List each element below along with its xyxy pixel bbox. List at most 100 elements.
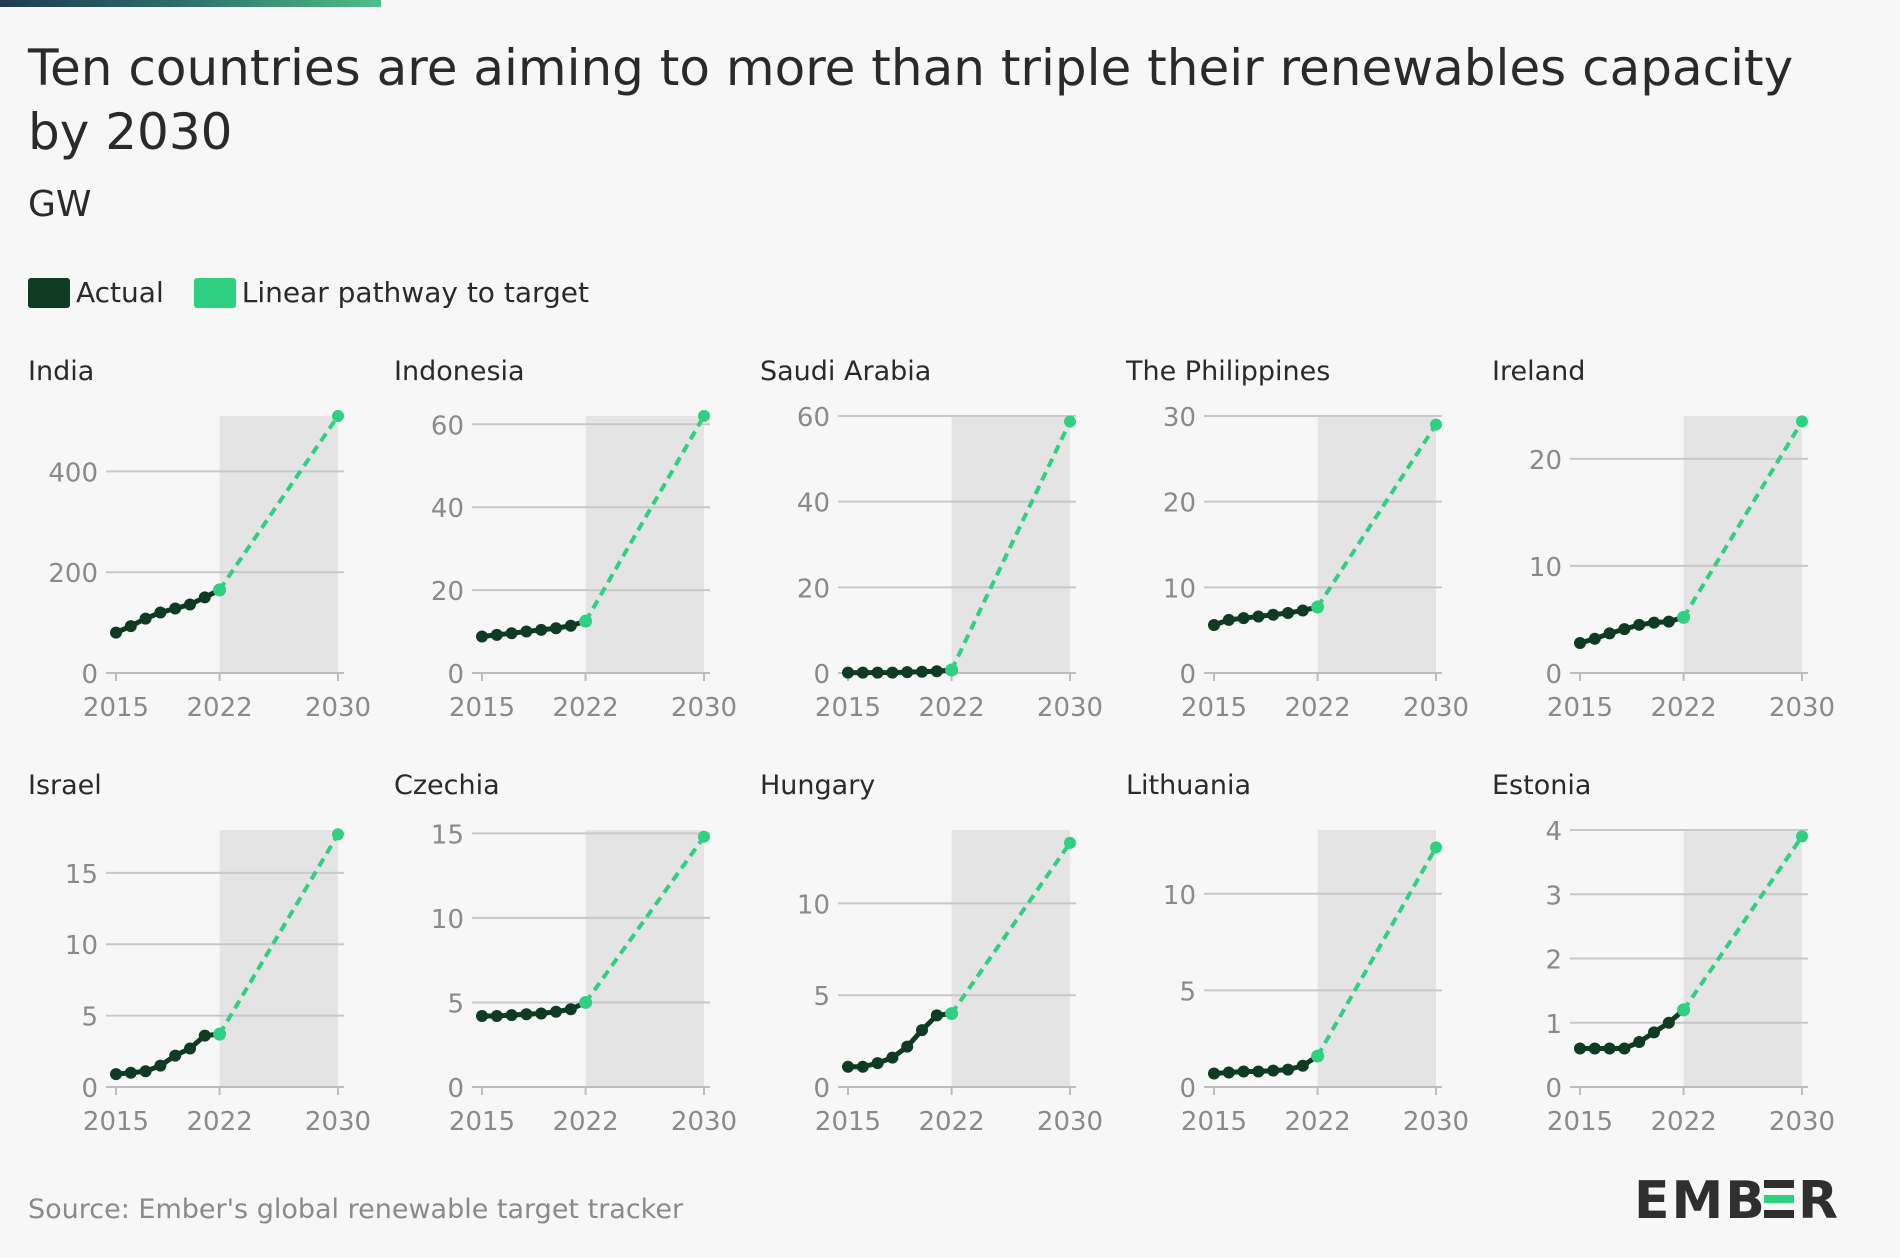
x-tick-label-the-philippines: 2030 <box>1403 693 1469 723</box>
svg-text:EMB: EMB <box>1634 1172 1767 1224</box>
target-period-shade-israel <box>219 830 338 1087</box>
y-tick-label-the-philippines: 20 <box>1163 489 1196 519</box>
y-tick-label-czechia: 10 <box>431 905 464 935</box>
y-tick-label-saudi-arabia: 20 <box>797 574 830 604</box>
actual-point-indonesia <box>564 619 577 632</box>
actual-point-hungary <box>842 1060 854 1073</box>
target-period-shade-czechia <box>585 830 704 1087</box>
pathway-start-point-israel <box>213 1027 227 1041</box>
target-point-lithuania <box>1430 841 1442 854</box>
ember-logo: EMB R <box>1634 1172 1838 1224</box>
actual-point-saudi-arabia <box>930 665 943 678</box>
y-tick-label-hungary: 10 <box>797 890 830 920</box>
y-tick-label-czechia: 0 <box>447 1074 464 1104</box>
top-accent-bar <box>0 0 381 7</box>
actual-point-the-philippines <box>1282 607 1294 620</box>
actual-point-czechia <box>505 1009 518 1022</box>
actual-point-israel <box>184 1042 196 1055</box>
x-tick-label-israel: 2015 <box>83 1107 149 1137</box>
y-tick-label-indonesia: 20 <box>431 577 464 607</box>
actual-point-ireland <box>1633 618 1646 631</box>
pathway-line-hungary <box>949 841 1072 1015</box>
y-tick-label-israel: 0 <box>81 1074 98 1104</box>
actual-point-czechia <box>564 1003 577 1016</box>
actual-point-lithuania <box>1282 1063 1294 1076</box>
pathway-start-point-indonesia <box>579 614 593 628</box>
y-tick-label-the-philippines: 10 <box>1163 574 1196 604</box>
actual-point-hungary <box>930 1009 943 1022</box>
actual-point-lithuania <box>1267 1064 1280 1077</box>
actual-point-india <box>124 620 137 633</box>
source-note: Source: Ember's global renewable target … <box>28 1194 684 1225</box>
pathway-start-point-lithuania <box>1311 1049 1325 1063</box>
y-tick-label-czechia: 5 <box>447 989 464 1019</box>
actual-point-ireland <box>1603 627 1616 640</box>
x-tick-label-hungary: 2022 <box>919 1107 985 1137</box>
actual-point-india <box>110 626 122 639</box>
pathway-line-saudi-arabia <box>949 420 1072 671</box>
target-point-estonia <box>1796 830 1808 843</box>
legend-swatch-pathway <box>193 277 236 308</box>
actual-point-ireland <box>1662 615 1675 628</box>
actual-point-israel <box>169 1049 182 1062</box>
x-tick-label-czechia: 2030 <box>671 1107 737 1137</box>
x-tick-label-hungary: 2030 <box>1037 1107 1103 1137</box>
panel-estonia: Estonia 0 1 2 3 4 2015 2022 2030 <box>1492 770 1835 1137</box>
panel-ireland: Ireland 0 10 20 2015 2022 2030 <box>1492 356 1835 723</box>
actual-point-lithuania <box>1252 1065 1265 1078</box>
target-point-israel <box>332 828 344 841</box>
actual-point-ireland <box>1588 632 1601 645</box>
actual-point-saudi-arabia <box>901 666 914 679</box>
panel-title-the-philippines: The Philippines <box>1125 356 1330 387</box>
actual-point-indonesia <box>476 630 488 643</box>
actual-point-czechia <box>535 1007 548 1020</box>
y-tick-label-estonia: 3 <box>1545 881 1562 911</box>
legend-item-pathway: Linear pathway to target <box>193 276 589 309</box>
pathway-start-point-estonia <box>1677 1003 1691 1017</box>
actual-point-lithuania <box>1222 1066 1235 1079</box>
actual-point-israel <box>110 1068 122 1081</box>
y-tick-label-india: 400 <box>48 458 98 488</box>
y-tick-label-estonia: 2 <box>1545 946 1562 976</box>
actual-point-the-philippines <box>1237 612 1250 625</box>
y-tick-label-estonia: 4 <box>1545 817 1562 847</box>
x-tick-label-estonia: 2030 <box>1769 1107 1835 1137</box>
panel-india: India 0 200 400 2015 2022 2030 <box>28 356 371 723</box>
actual-point-czechia <box>550 1005 562 1018</box>
panel-israel: Israel 0 5 10 15 2015 2022 2030 <box>28 770 371 1137</box>
y-tick-label-indonesia: 40 <box>431 494 464 524</box>
actual-point-estonia <box>1588 1042 1601 1055</box>
chart-subtitle: GW <box>28 184 92 225</box>
y-tick-label-indonesia: 60 <box>431 411 464 441</box>
target-period-shade-the-philippines <box>1317 416 1436 673</box>
actual-point-czechia <box>476 1009 488 1022</box>
target-point-ireland <box>1796 415 1808 428</box>
actual-point-israel <box>198 1029 211 1042</box>
actual-point-estonia <box>1633 1036 1646 1049</box>
actual-point-the-philippines <box>1222 613 1235 626</box>
y-tick-label-lithuania: 5 <box>1179 977 1196 1007</box>
y-tick-label-ireland: 0 <box>1545 660 1562 690</box>
actual-point-the-philippines <box>1208 619 1220 632</box>
x-tick-label-the-philippines: 2015 <box>1181 693 1247 723</box>
y-tick-label-india: 200 <box>48 559 98 589</box>
y-tick-label-estonia: 0 <box>1545 1074 1562 1104</box>
x-tick-label-indonesia: 2015 <box>449 693 515 723</box>
target-period-shade-india <box>219 416 338 673</box>
y-tick-label-indonesia: 0 <box>447 660 464 690</box>
y-tick-label-hungary: 5 <box>813 982 830 1012</box>
panel-title-saudi-arabia: Saudi Arabia <box>760 356 931 387</box>
actual-point-lithuania <box>1237 1065 1250 1078</box>
pathway-start-point-saudi-arabia <box>945 663 959 677</box>
x-tick-label-india: 2030 <box>305 693 371 723</box>
actual-point-india <box>169 602 182 615</box>
y-tick-label-saudi-arabia: 40 <box>797 489 830 519</box>
actual-point-estonia <box>1662 1016 1675 1029</box>
target-point-the-philippines <box>1430 418 1442 431</box>
actual-point-the-philippines <box>1296 604 1309 617</box>
panel-hungary: Hungary 0 5 10 2015 2022 2030 <box>760 770 1103 1137</box>
actual-point-estonia <box>1618 1042 1631 1055</box>
y-tick-label-israel: 10 <box>65 931 98 961</box>
target-point-saudi-arabia <box>1064 415 1076 428</box>
